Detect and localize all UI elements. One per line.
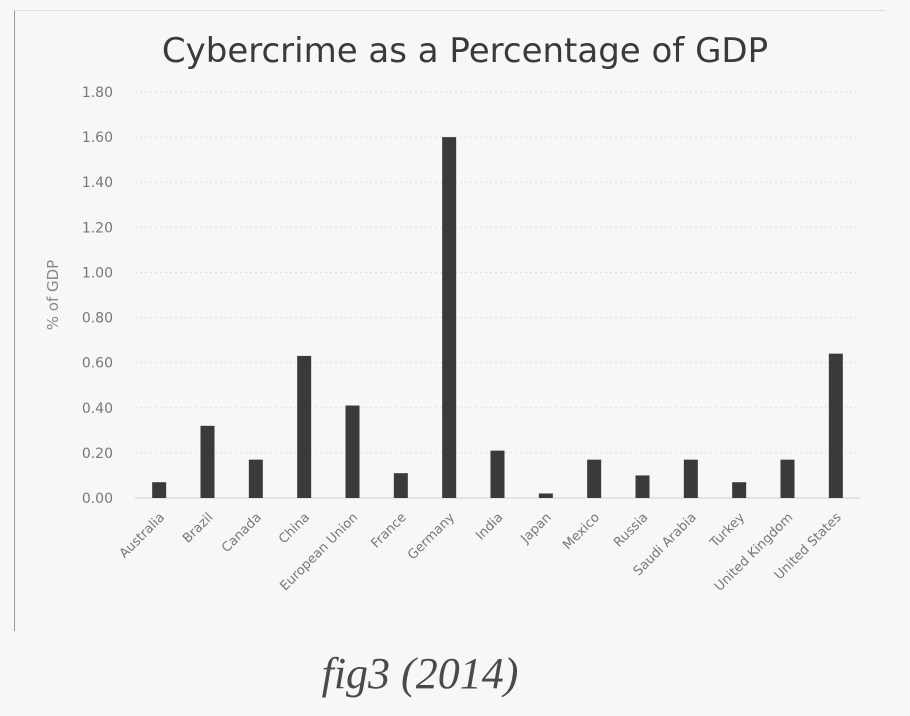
y-tick-label: 0.60 xyxy=(82,356,113,372)
x-tick-label: India xyxy=(473,510,506,543)
bar-india xyxy=(490,450,505,498)
x-tick-label: Germany xyxy=(405,510,458,563)
figure-caption: fig3 (2014) xyxy=(321,649,519,698)
bar-saudi-arabia xyxy=(683,459,698,498)
x-tick-label: Australia xyxy=(117,510,168,561)
x-tick-label: China xyxy=(276,510,313,547)
bar-canada xyxy=(248,459,263,498)
y-tick-label: 0.00 xyxy=(82,491,113,507)
bar-mexico xyxy=(587,459,602,498)
y-tick-label: 1.00 xyxy=(82,265,113,281)
x-tick-label: Brazil xyxy=(180,510,216,546)
bar-united-states xyxy=(828,353,843,498)
bar-australia xyxy=(152,482,167,498)
bar-united-kingdom xyxy=(780,459,795,498)
bar-russia xyxy=(635,475,650,498)
y-tick-label: 1.60 xyxy=(82,130,113,146)
x-tick-label: Turkey xyxy=(707,510,748,551)
bar-brazil xyxy=(200,425,215,498)
bar-chart: Cybercrime as a Percentage of GDP % of G… xyxy=(44,31,860,595)
x-tick-label: Canada xyxy=(219,510,265,556)
y-tick-label: 1.20 xyxy=(82,220,113,236)
bar-japan xyxy=(538,493,553,498)
y-tick-label: 1.80 xyxy=(82,85,113,101)
gridlines xyxy=(135,91,860,499)
y-tick-label: 0.40 xyxy=(82,401,113,417)
y-tick-label: 0.80 xyxy=(82,311,113,327)
bar-european-union xyxy=(345,405,360,498)
y-tick-label: 1.40 xyxy=(82,175,113,191)
y-axis-label: % of GDP xyxy=(44,260,62,330)
bar-china xyxy=(297,355,312,498)
x-tick-label: France xyxy=(368,510,409,551)
bars xyxy=(152,137,843,498)
chart-title: Cybercrime as a Percentage of GDP xyxy=(162,31,768,71)
x-tick-label: Russia xyxy=(611,510,651,550)
bar-france xyxy=(393,473,408,498)
y-tick-labels: 0.00 0.20 0.40 0.60 0.80 1.00 1.20 1.40 1.60 1.80 xyxy=(82,85,113,507)
bar-germany xyxy=(442,137,457,498)
figure-frame xyxy=(14,10,885,631)
x-tick-label: Japan xyxy=(518,510,555,547)
y-tick-label: 0.20 xyxy=(82,446,113,462)
bar-turkey xyxy=(732,482,747,498)
x-tick-label: Mexico xyxy=(560,510,603,553)
